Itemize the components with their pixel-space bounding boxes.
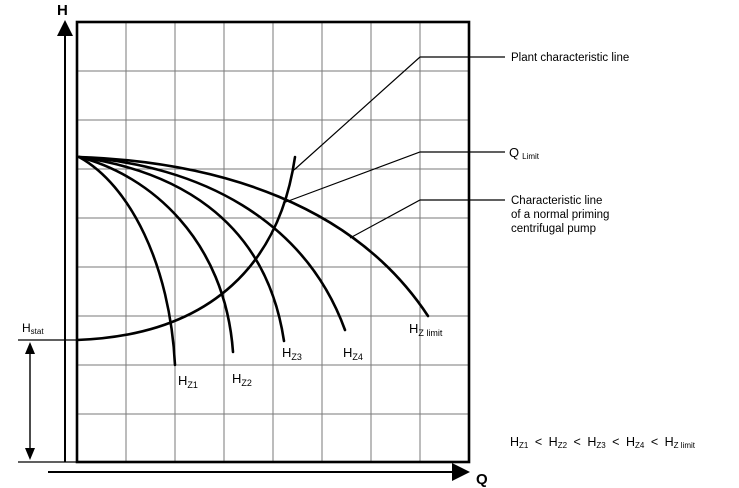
annotation-q-limit: Q Limit: [509, 145, 540, 161]
curve-hz2: [77, 155, 235, 354]
curve-hz1: [77, 155, 177, 367]
label-hz-limit: HZ limit: [409, 321, 443, 338]
annotation-plant-line: Plant characteristic line: [511, 52, 629, 64]
y-axis-label: H: [57, 2, 68, 19]
h-stat-dimension: [18, 339, 77, 463]
leader-plant-line: [293, 56, 505, 171]
label-hz1: HZ1: [178, 373, 198, 390]
label-hz2: HZ2: [232, 371, 252, 388]
plot-frame: [75, 20, 471, 464]
grid: [77, 22, 469, 462]
curve-hz3: [77, 155, 286, 343]
annotation-pump-line: Characteristic line of a normal priming …: [511, 195, 613, 235]
leader-q-limit: [282, 151, 505, 204]
inequality-relation: HZ1 < HZ2 < HZ3 < HZ4 < HZ limit: [510, 435, 696, 451]
y-axis: [57, 20, 73, 462]
label-hz3: HZ3: [282, 345, 302, 362]
x-axis-label: Q: [476, 471, 488, 488]
x-axis: [48, 463, 470, 481]
curve-hz4: [77, 155, 347, 332]
plant-characteristic-curve: [75, 155, 297, 342]
label-hz4: HZ4: [343, 345, 363, 362]
curve-hz-limit: [77, 155, 430, 318]
h-stat-label: Hstat: [22, 321, 44, 336]
leader-pump-line: [349, 199, 505, 239]
